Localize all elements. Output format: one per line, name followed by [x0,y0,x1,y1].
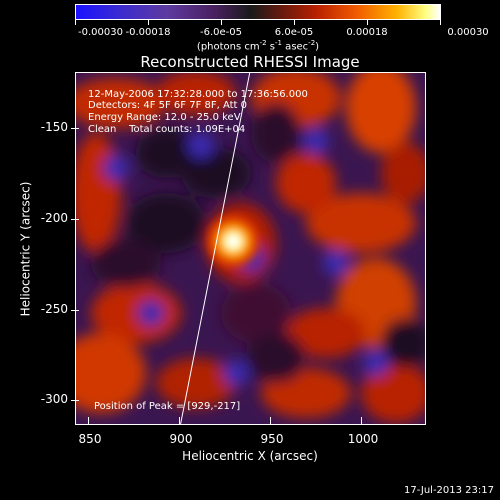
colorbar-tick-label: 0.00030 [447,27,489,38]
annotation-energy: Energy Range: 12.0 - 25.0 keV [88,112,241,123]
colorbar-units: (photons cm-2 s-1 asec-2) [196,39,320,53]
y-tick-label: -150 [40,120,68,134]
x-tick-label: 900 [169,432,193,446]
annotation-time: 12-May-2006 17:32:28.000 to 17:36:56.000 [88,89,308,100]
y-tick [71,400,79,401]
y-axis-title: Heliocentric Y (arcsec) [18,181,33,317]
x-tick [361,417,362,425]
colorbar-tick-label: 0.00018 [346,27,388,38]
x-tick [270,417,271,425]
plot-area: 12-May-2006 17:32:28.000 to 17:36:56.000… [75,72,426,425]
colorbar-tick-label: -0.00018 [125,27,171,38]
chart-title: Reconstructed RHESSI Image [140,53,360,71]
y-tick-label: -300 [40,392,68,406]
annotation-peak: Position of Peak = [929,-217] [94,401,241,412]
annotation-method: Clean Total counts: 1.09E+04 [88,124,246,135]
colorbar-tick-label: -6.0e-05 [200,27,242,38]
colorbar [75,4,441,20]
x-tick [88,417,89,425]
colorbar-tick-label: 6.0e-05 [274,27,314,38]
y-tick-label: -200 [40,211,68,225]
colorbar-tick-label: -0.00030 [78,27,123,38]
heatmap-image [76,73,425,424]
solar-limb-line [180,73,251,424]
y-tick [71,219,79,220]
annotation-detectors: Detectors: 4F 5F 6F 7F 8F, Att 0 [88,100,248,111]
x-tick [179,417,180,425]
y-tick [71,128,79,129]
x-axis-title: Heliocentric X (arcsec) [182,449,318,463]
peak-emission [207,215,260,268]
x-tick-label: 850 [78,432,102,446]
y-tick-label: -250 [40,302,68,316]
plot-timestamp: 17-Jul-2013 23:17 [403,485,494,496]
x-tick-label: 950 [260,432,284,446]
x-tick-label: 1000 [347,432,379,446]
y-tick [71,310,79,311]
